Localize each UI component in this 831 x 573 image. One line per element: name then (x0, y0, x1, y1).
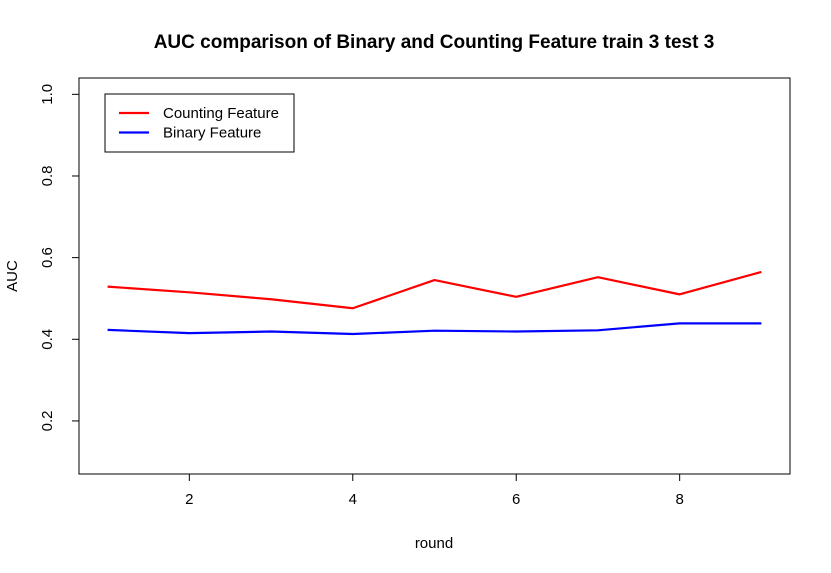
y-tick-label: 0.4 (39, 329, 56, 350)
series-line-counting-feature (107, 270, 762, 310)
y-axis-label: AUC (4, 260, 21, 292)
legend-box (104, 93, 295, 153)
legend: Counting Feature Binary Feature (104, 93, 295, 153)
series-line-binary-feature (107, 322, 762, 336)
y-tick-label: 0.6 (39, 247, 56, 268)
axes: 2 4 6 8 0.2 0.4 0.6 0.8 1.0 (39, 84, 684, 508)
legend-label: Counting Feature (163, 105, 279, 122)
x-tick-label: 4 (349, 491, 357, 508)
x-tick-label: 2 (185, 491, 193, 508)
y-tick-label: 0.8 (39, 166, 56, 187)
x-axis-label: round (415, 535, 453, 552)
x-tick-label: 8 (676, 491, 684, 508)
y-tick-label: 0.2 (39, 410, 56, 431)
x-tick-label: 6 (512, 491, 520, 508)
series-layer (107, 270, 762, 336)
legend-label: Binary Feature (163, 125, 261, 142)
y-tick-label: 1.0 (39, 84, 56, 105)
chart-title: AUC comparison of Binary and Counting Fe… (154, 32, 715, 53)
